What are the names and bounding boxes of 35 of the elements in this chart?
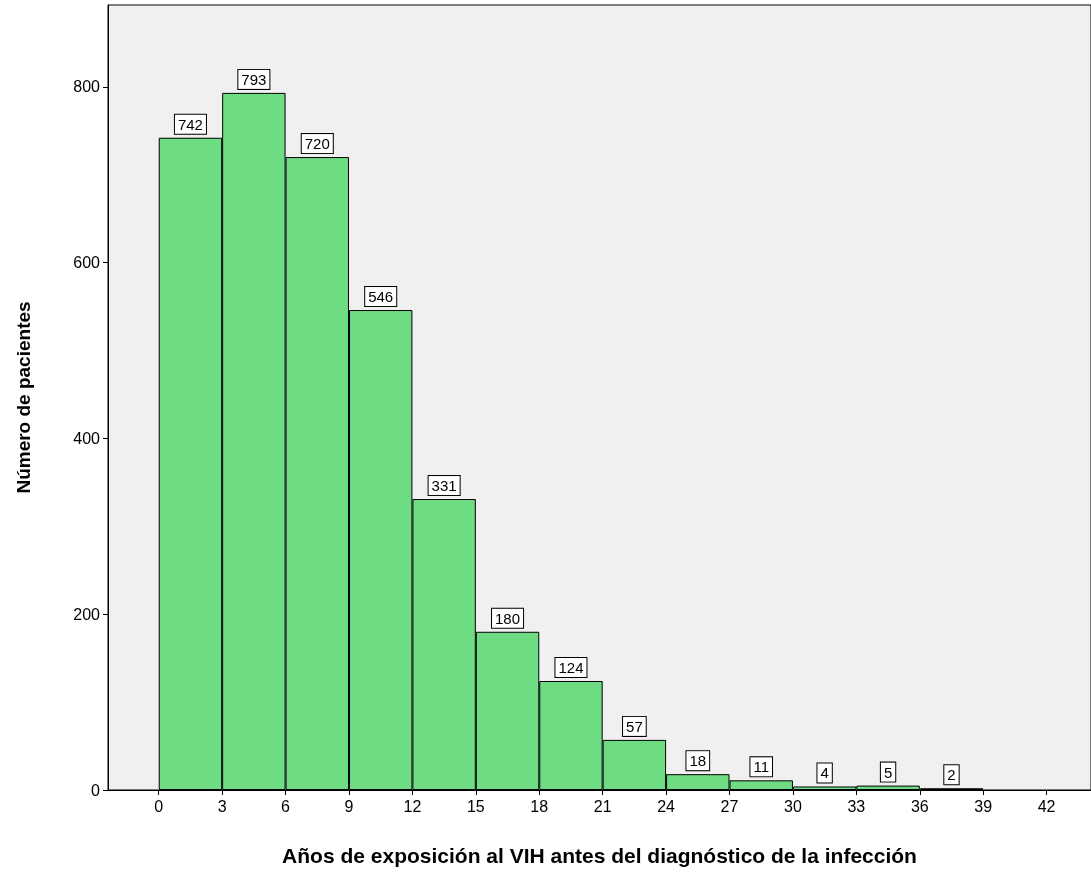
- x-tick-label: 30: [784, 797, 802, 815]
- x-axis-title: Años de exposición al VIH antes del diagnóstico de la infección: [282, 844, 917, 867]
- x-tick-label: 24: [657, 797, 676, 815]
- x-tick-label: 6: [281, 797, 291, 815]
- x-tick-label: 12: [403, 797, 422, 815]
- x-tick-label: 0: [154, 797, 164, 815]
- data-label: 2: [947, 766, 956, 784]
- data-label: 793: [241, 70, 267, 88]
- y-tick-label: 400: [73, 429, 101, 447]
- data-label: 4: [820, 764, 829, 782]
- x-tick-label: 21: [593, 797, 612, 815]
- data-label: 546: [368, 288, 394, 306]
- data-label: 742: [177, 115, 203, 133]
- x-tick-label: 33: [847, 797, 866, 815]
- data-label: 180: [495, 609, 521, 627]
- y-tick-label: 600: [73, 254, 101, 272]
- data-label: 720: [304, 135, 330, 153]
- x-tick-label: 15: [466, 797, 485, 815]
- y-tick-label: 800: [73, 78, 101, 96]
- data-label: 124: [558, 659, 584, 676]
- data-label: 57: [626, 717, 643, 735]
- data-label: 18: [689, 752, 707, 770]
- data-label: 5: [883, 763, 893, 781]
- y-axis-title: Número de pacientes: [13, 301, 34, 494]
- x-tick-label: 27: [720, 797, 739, 815]
- x-tick-label: 36: [910, 797, 929, 815]
- y-tick-label: 0: [91, 781, 101, 799]
- data-label: 11: [753, 758, 770, 776]
- y-tick-label: 200: [73, 605, 101, 623]
- x-tick-label: 42: [1037, 797, 1056, 815]
- x-tick-label: 39: [974, 797, 993, 815]
- x-tick-label: 3: [217, 797, 227, 815]
- data-label: 331: [431, 477, 457, 495]
- x-tick-label: 9: [344, 797, 354, 815]
- x-tick-label: 18: [530, 797, 549, 815]
